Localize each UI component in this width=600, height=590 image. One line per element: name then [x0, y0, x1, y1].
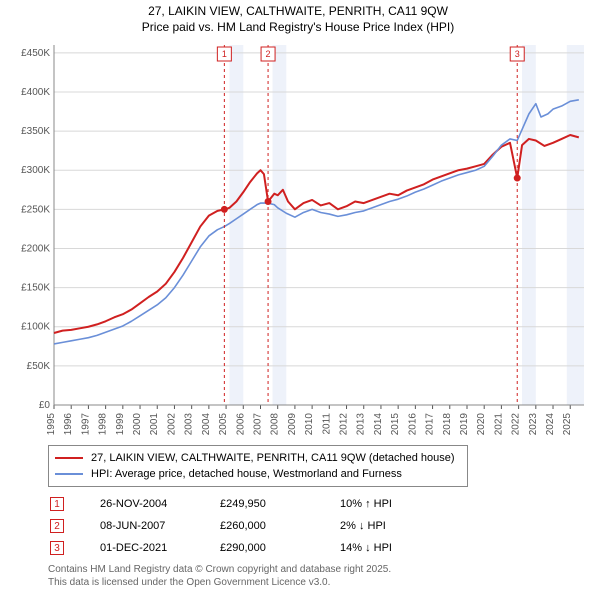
event-date: 26-NOV-2004 — [100, 498, 220, 510]
events-table: 1 26-NOV-2004£249,95010% ↑ HPI 2 08-JUN-200… — [48, 493, 592, 559]
x-tick-label: 2023 — [528, 413, 539, 436]
event-badge: 2 — [50, 519, 64, 533]
event-diff: 14% ↓ HPI — [340, 542, 440, 554]
y-tick-label: £450K — [21, 48, 50, 59]
x-tick-label: 2025 — [562, 413, 573, 436]
y-tick-label: £100K — [21, 322, 50, 333]
highlight-band — [522, 45, 536, 405]
x-tick-label: 2004 — [201, 413, 212, 436]
y-tick-label: £300K — [21, 165, 50, 176]
event-row: 2 08-JUN-2007£260,0002% ↓ HPI — [48, 515, 592, 537]
legend-box: 27, LAIKIN VIEW, CALTHWAITE, PENRITH, CA… — [48, 445, 468, 487]
series-price_paid — [54, 135, 579, 333]
x-tick-label: 2016 — [407, 413, 418, 436]
footer-attribution: Contains HM Land Registry data © Crown c… — [48, 563, 592, 589]
y-tick-label: £50K — [27, 361, 51, 372]
event-diff: 2% ↓ HPI — [340, 520, 440, 532]
event-marker-number: 2 — [266, 49, 271, 59]
y-tick-label: £400K — [21, 87, 50, 98]
y-tick-label: £350K — [21, 126, 50, 137]
legend-swatch — [55, 473, 83, 475]
legend-label: HPI: Average price, detached house, West… — [91, 468, 402, 480]
chart-title-block: 27, LAIKIN VIEW, CALTHWAITE, PENRITH, CA… — [4, 4, 592, 35]
x-tick-label: 1997 — [80, 413, 91, 436]
event-date: 01-DEC-2021 — [100, 542, 220, 554]
event-marker-number: 1 — [222, 49, 227, 59]
x-tick-label: 2010 — [304, 413, 315, 436]
x-tick-label: 2020 — [476, 413, 487, 436]
event-diff: 10% ↑ HPI — [340, 498, 440, 510]
highlight-band — [273, 45, 287, 405]
x-tick-label: 2005 — [218, 413, 229, 436]
event-badge: 1 — [50, 497, 64, 511]
x-tick-label: 1998 — [98, 413, 109, 436]
event-row: 1 26-NOV-2004£249,95010% ↑ HPI — [48, 493, 592, 515]
footer-line-2: This data is licensed under the Open Gov… — [48, 576, 592, 589]
x-tick-label: 2018 — [442, 413, 453, 436]
x-tick-label: 2002 — [166, 413, 177, 436]
x-tick-label: 2001 — [149, 413, 160, 436]
event-marker-dot — [265, 198, 272, 205]
footer-line-1: Contains HM Land Registry data © Crown c… — [48, 563, 592, 576]
x-tick-label: 2008 — [270, 413, 281, 436]
event-marker-dot — [221, 206, 228, 213]
x-tick-label: 2024 — [545, 413, 556, 436]
x-tick-label: 2013 — [356, 413, 367, 436]
title-line-2: Price paid vs. HM Land Registry's House … — [4, 20, 592, 36]
x-tick-label: 2012 — [339, 413, 350, 436]
event-row: 3 01-DEC-2021£290,00014% ↓ HPI — [48, 537, 592, 559]
x-tick-label: 1999 — [115, 413, 126, 436]
event-marker-dot — [514, 175, 521, 182]
chart-plot-area: £0 £50K £100K £150K £200K £250K £300K £350K £400… — [10, 39, 590, 439]
x-tick-label: 2017 — [425, 413, 436, 436]
x-tick-label: 1996 — [63, 413, 74, 436]
event-price: £260,000 — [220, 520, 340, 532]
legend-row: HPI: Average price, detached house, West… — [55, 466, 461, 482]
event-price: £290,000 — [220, 542, 340, 554]
highlight-band — [230, 45, 244, 405]
title-line-1: 27, LAIKIN VIEW, CALTHWAITE, PENRITH, CA… — [4, 4, 592, 20]
y-tick-label: £0 — [39, 400, 51, 411]
chart-svg: £0 £50K £100K £150K £200K £250K £300K £350K £400… — [10, 39, 590, 439]
highlight-band — [567, 45, 584, 405]
x-tick-label: 2000 — [132, 413, 143, 436]
x-tick-label: 2019 — [459, 413, 470, 436]
legend-row: 27, LAIKIN VIEW, CALTHWAITE, PENRITH, CA… — [55, 450, 461, 466]
event-date: 08-JUN-2007 — [100, 520, 220, 532]
legend-label: 27, LAIKIN VIEW, CALTHWAITE, PENRITH, CA… — [91, 452, 455, 464]
event-marker-number: 3 — [515, 49, 520, 59]
legend-swatch — [55, 457, 83, 459]
x-tick-label: 2009 — [287, 413, 298, 436]
x-tick-label: 2015 — [390, 413, 401, 436]
y-tick-label: £200K — [21, 244, 50, 255]
x-tick-label: 2003 — [184, 413, 195, 436]
x-tick-label: 2022 — [511, 413, 522, 436]
y-tick-label: £250K — [21, 205, 50, 216]
x-tick-label: 2006 — [235, 413, 246, 436]
x-tick-label: 2007 — [252, 413, 263, 436]
event-price: £249,950 — [220, 498, 340, 510]
event-badge: 3 — [50, 541, 64, 555]
x-tick-label: 2011 — [321, 413, 332, 435]
x-tick-label: 2014 — [373, 413, 384, 436]
chart-container: 27, LAIKIN VIEW, CALTHWAITE, PENRITH, CA… — [0, 0, 600, 590]
series-hpi — [54, 100, 579, 344]
x-tick-label: 1995 — [46, 413, 57, 436]
y-tick-label: £150K — [21, 283, 50, 294]
x-tick-label: 2021 — [493, 413, 504, 436]
